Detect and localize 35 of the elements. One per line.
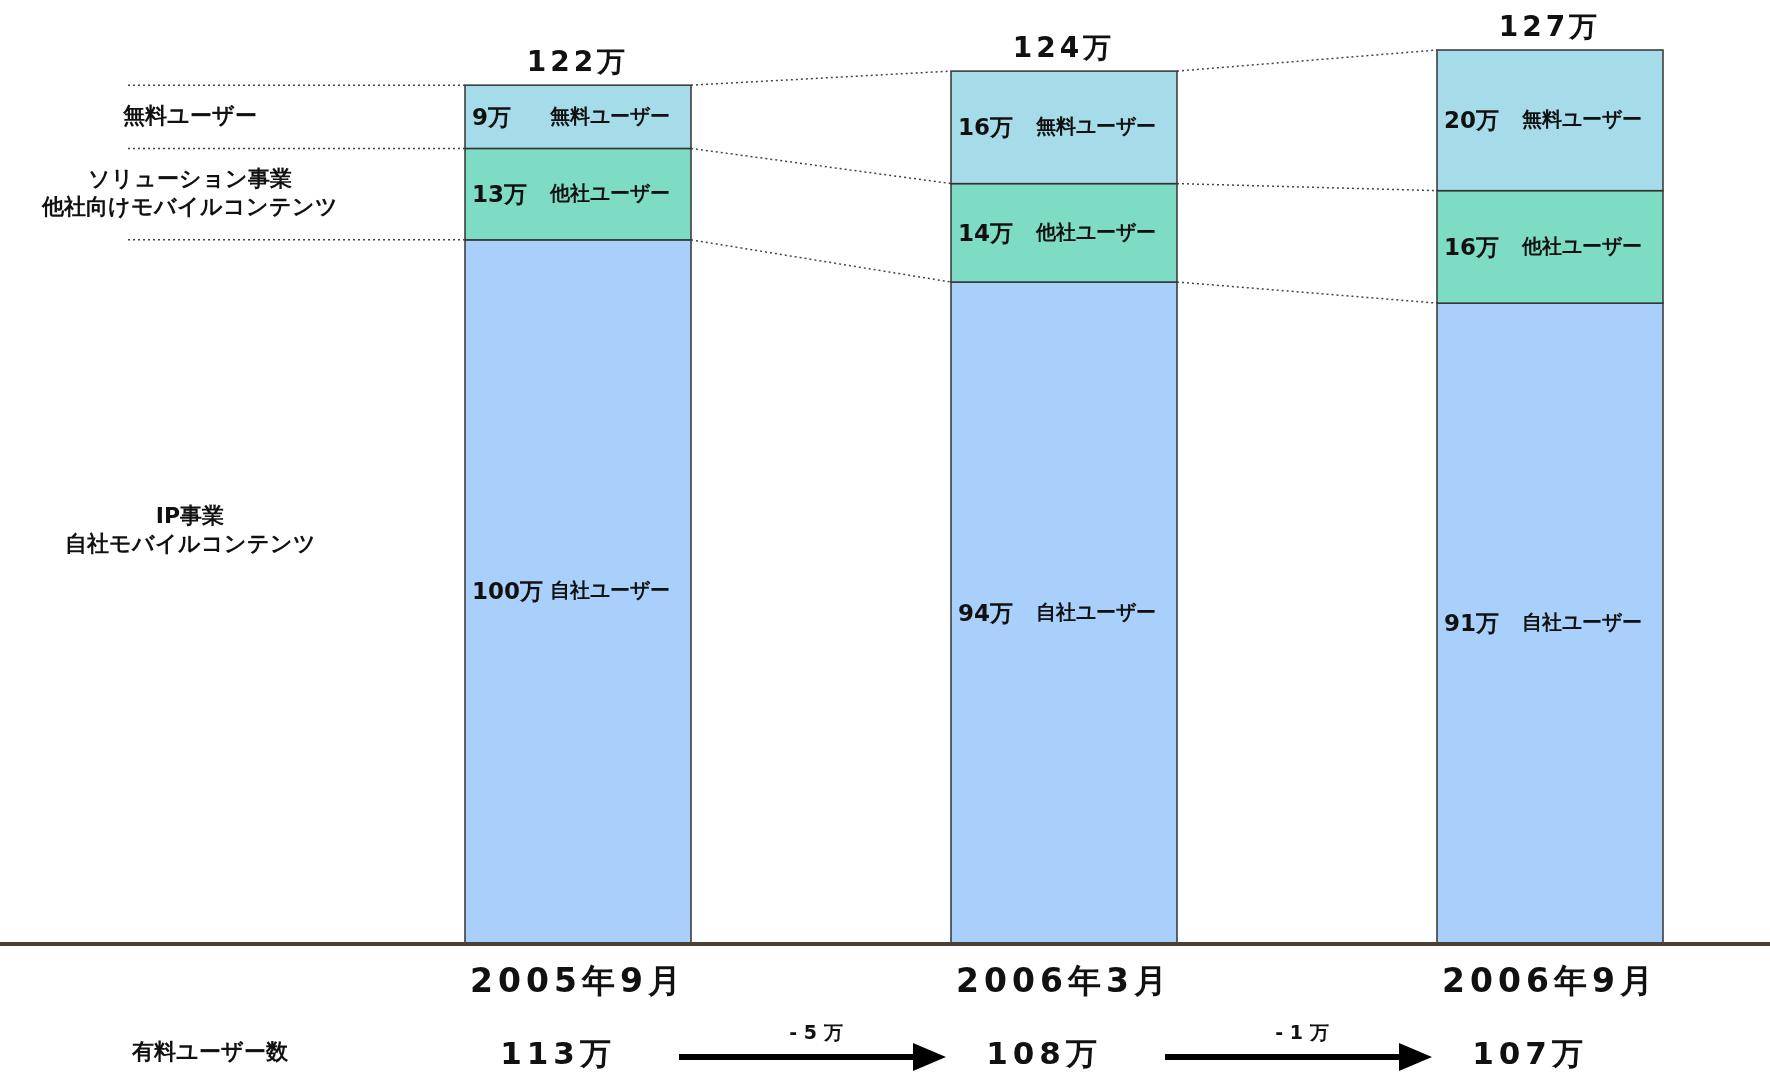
data-label: 100万 — [472, 578, 544, 605]
total-label: 124万 — [1012, 31, 1116, 65]
total-label: 122万 — [526, 45, 630, 79]
text: 他社ユーザー — [549, 180, 670, 205]
text: 自社ユーザー — [1521, 609, 1642, 634]
data-label: 16万 — [958, 114, 1014, 141]
data-label: 13万 — [472, 181, 528, 208]
annotation: 無料ユーザー — [122, 102, 257, 128]
x-tick-label: 2005年9月 — [470, 960, 686, 1000]
data-label: 91万 — [1444, 610, 1500, 637]
data-label: 9万 — [472, 103, 512, 130]
text: 他社ユーザー — [1521, 233, 1642, 258]
annotation: 自社モバイルコンテンツ — [64, 531, 316, 557]
x-tick-label: 2006年3月 — [956, 960, 1172, 1000]
data-label: 16万 — [1444, 233, 1500, 260]
text: 有料ユーザー数 — [131, 1039, 289, 1064]
text: 113万 — [500, 1034, 616, 1071]
series-label: 無料ユーザー — [548, 103, 670, 128]
series-label: 自社ユーザー — [1035, 599, 1156, 624]
data-label: 94万 — [958, 599, 1014, 626]
text: 108万 — [986, 1034, 1102, 1071]
text: 無料ユーザー — [1035, 113, 1156, 138]
annotation: 他社向けモバイルコンテンツ — [41, 194, 338, 220]
annotation: IP事業 — [155, 503, 225, 529]
series-label: 他社ユーザー — [1034, 219, 1156, 244]
data-label: 14万 — [958, 219, 1014, 246]
annotation: ソリューション事業 — [88, 166, 292, 192]
total-label: 127万 — [1498, 10, 1602, 43]
text: 無料ユーザー — [1521, 106, 1642, 131]
data-label: 20万 — [1444, 107, 1500, 134]
x-tick-label: 2006年9月 — [1442, 960, 1658, 1000]
text: - 5 万 — [789, 1020, 843, 1043]
text: 自社ユーザー — [549, 577, 670, 602]
text: - 1 万 — [1275, 1020, 1329, 1043]
text: 107万 — [1472, 1034, 1588, 1071]
